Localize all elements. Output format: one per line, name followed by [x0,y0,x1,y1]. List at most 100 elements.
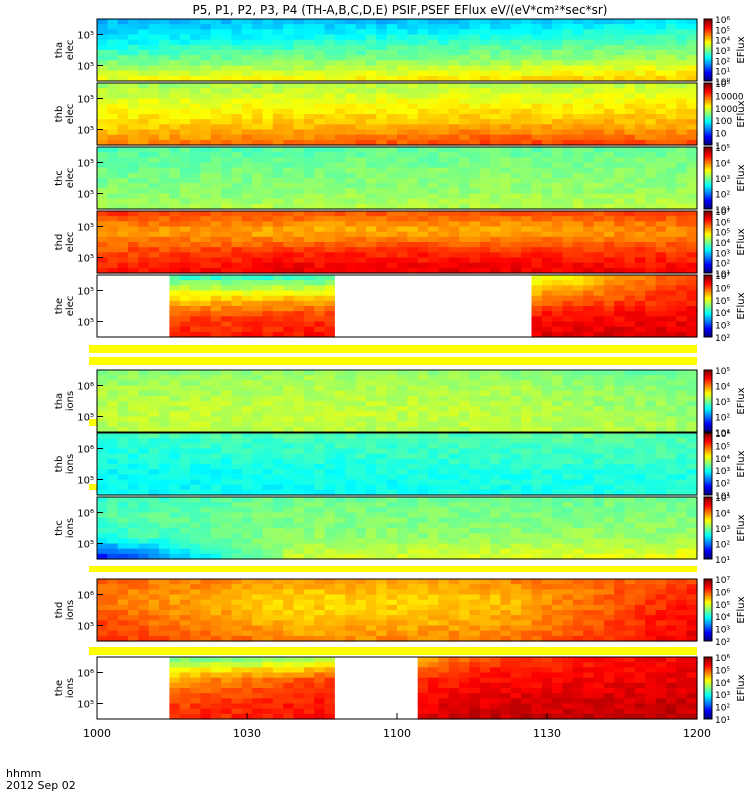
spectrogram-cell [314,311,326,317]
spectrogram-cell [117,103,129,110]
spectrogram-cell [324,93,336,100]
spectrogram-cell [345,75,357,82]
spectrogram-cell [293,129,305,136]
spectrogram-cell [500,285,512,292]
spectrogram-cell [231,172,243,179]
spectrogram-cell [593,247,605,253]
spectrogram-cell [603,114,615,120]
spectrogram-cell [231,306,243,312]
spectrogram-cell [241,183,253,189]
spectrogram-cell [376,306,388,312]
spectrogram-cell [386,231,398,238]
colorbar-segment [704,86,712,89]
spectrogram-cell [117,75,129,82]
spectrogram-cell [303,401,315,407]
spectrogram-cell [117,469,129,475]
spectrogram-cell [231,167,243,174]
spectrogram-cell [303,114,315,120]
spectrogram-cell [459,433,471,439]
spectrogram-cell [562,295,574,302]
colorbar-segment [704,298,712,301]
spectrogram-cell [117,375,129,381]
spectrogram-cell [676,129,688,136]
spectrogram-cell [272,453,284,460]
spectrogram-cell [459,129,471,136]
colorbar-segment [704,93,712,96]
spectrogram-cell [252,247,264,253]
spectrogram-cell [190,311,202,317]
spectrogram-cell [262,70,274,77]
spectrogram-cell [128,458,139,465]
spectrogram-cell [128,70,139,77]
spectrogram-cell [552,157,564,164]
spectrogram-cell [345,458,357,465]
spectrogram-cell [407,479,419,486]
spectrogram-cell [97,458,108,465]
spectrogram-cell [428,275,439,281]
spectrogram-cell [97,70,108,77]
colorbar-segment [704,92,712,95]
spectrogram-cell [521,44,533,51]
spectrogram-cell [200,252,212,259]
spectrogram-cell [417,162,429,169]
spectrogram-cell [252,188,264,195]
spectrogram-cell [397,300,408,307]
spectrogram-cell [562,231,574,238]
spectrogram-cell [686,426,698,433]
spectrogram-cell [448,167,460,174]
spectrogram-cell [262,421,274,428]
spectrogram-cell [334,203,346,210]
spectrogram-cell [417,183,429,189]
spectrogram-cell [572,421,584,428]
spectrogram-cell [676,242,688,248]
spectrogram-cell [593,262,605,269]
colorbar-segment [704,42,712,45]
spectrogram-cell [324,262,336,269]
spectrogram-cell [117,275,129,281]
spectrogram-cell [459,157,471,164]
spectrogram-cell [107,311,119,317]
spectrogram-cell [314,65,326,72]
spectrogram-cell [324,34,336,41]
spectrogram-cell [148,147,160,153]
spectrogram-cell [397,247,408,253]
spectrogram-cell [645,421,657,428]
spectrogram-cell [665,75,677,82]
spectrogram-cell [572,370,584,376]
spectrogram-cell [665,216,677,222]
spectrogram-cell [148,242,160,248]
spectrogram-cell [562,311,574,317]
spectrogram-cell [210,469,222,475]
colorbar-segment [704,126,712,129]
spectrogram-cell [676,19,688,25]
spectrogram-cell [303,129,315,136]
spectrogram-cell [624,385,636,392]
spectrogram-cell [645,395,657,402]
spectrogram-cell [479,50,491,56]
spectrogram-cell [324,24,336,30]
spectrogram-cell [117,479,129,486]
spectrogram-cell [469,370,481,376]
spectrogram-cell [190,19,202,25]
spectrogram-cell [521,188,533,195]
spectrogram-cell [407,134,419,141]
spectrogram-cell [107,280,119,286]
spectrogram-cell [521,226,533,233]
spectrogram-cell [138,157,150,164]
spectrogram-cell [159,295,171,302]
spectrogram-cell [252,262,264,269]
spectrogram-cell [593,183,605,189]
spectrogram-cell [521,203,533,210]
spectrogram-cell [490,88,502,94]
spectrogram-cell [500,458,512,465]
spectrogram-cell [221,474,233,481]
spectrogram-cell [107,34,119,41]
spectrogram-cell [107,60,119,67]
spectrogram-cell [386,257,398,264]
spectrogram-cell [345,469,357,475]
spectrogram-cell [386,390,398,397]
spectrogram-cell [345,406,357,412]
spectrogram-cell [386,242,398,248]
spectrogram-cell [148,157,160,164]
spectrogram-cell [128,60,139,67]
